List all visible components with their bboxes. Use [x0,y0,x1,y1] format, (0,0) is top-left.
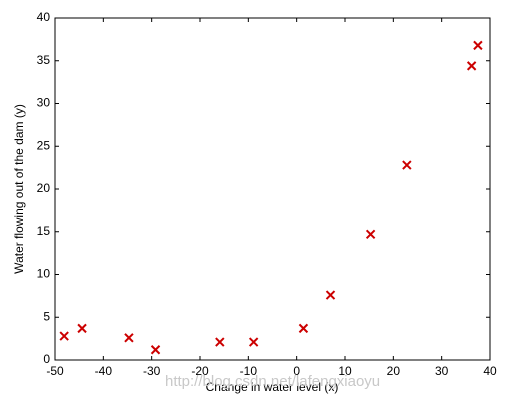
point [150,345,161,355]
watermark: http://blog.csdn.net/lafengxiaoyu [165,373,380,390]
point [124,333,134,343]
y-axis-label: Water flowing out of the dam (y) [12,104,26,274]
y-tick-label: 0 [43,352,50,366]
point [473,40,483,51]
point [215,337,225,347]
y-tick-label: 35 [37,53,51,67]
y-tick-label: 10 [37,267,51,281]
x-tick-label: 30 [435,364,449,378]
point [365,229,376,240]
x-tick-label: 0 [293,364,300,378]
x-tick-label: -10 [240,364,258,378]
x-tick-label: 10 [338,364,352,378]
point [402,160,412,170]
point [77,323,87,334]
y-tick-label: 15 [37,224,51,238]
x-tick-label: -40 [95,364,113,378]
point [466,61,477,71]
y-tick-label: 40 [37,10,51,24]
x-tick-label: -20 [191,364,209,378]
point [59,331,69,341]
y-tick-label: 20 [37,181,51,195]
plot-frame [54,17,491,361]
x-tick-label: -50 [46,364,64,378]
x-tick-label: 20 [387,364,401,378]
y-tick-label: 5 [43,309,50,323]
point [298,323,309,334]
y-tick-label: 25 [37,138,51,152]
point [248,337,259,347]
x-axis-label: Change in water level (x) [206,380,339,394]
y-tick-label: 30 [37,96,51,110]
x-tick-label: -30 [143,364,161,378]
point [325,290,336,300]
x-tick-label: 40 [483,364,497,378]
